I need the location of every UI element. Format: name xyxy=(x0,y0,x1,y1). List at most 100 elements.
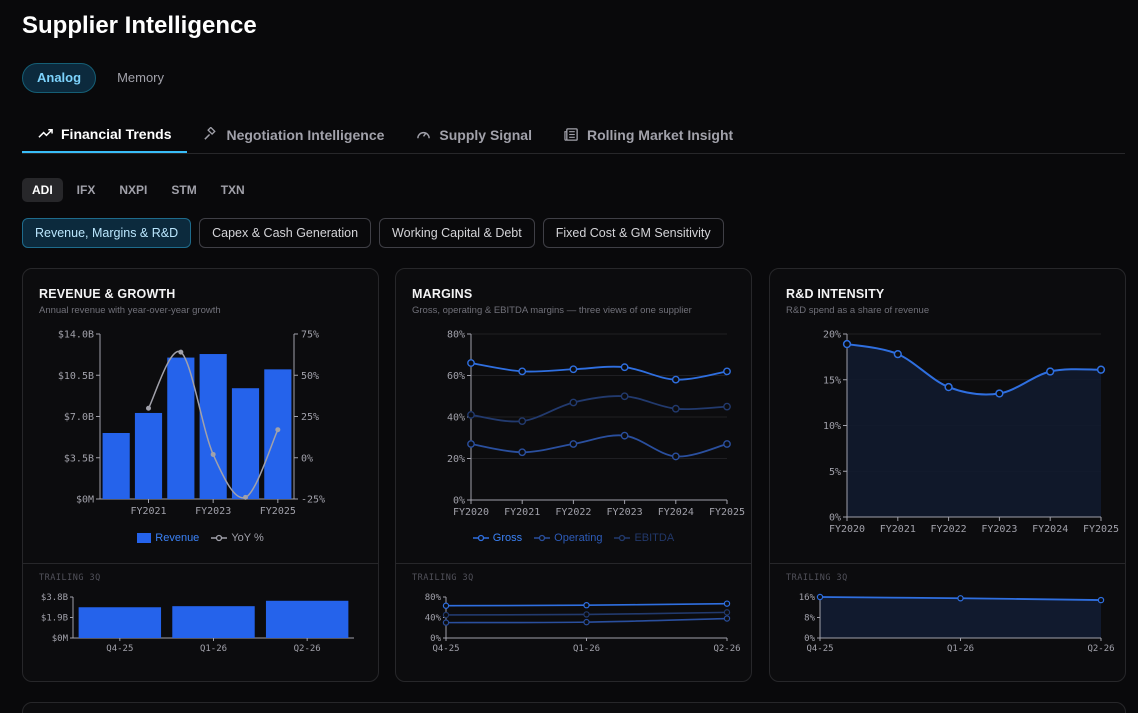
trailing-margins-chart: 80% 40% 0%Q4-25 Q1-26 Q2-26 xyxy=(425,593,741,654)
y-tick-label: $10.5B xyxy=(58,371,94,382)
ticker-adi[interactable]: ADI xyxy=(22,178,63,202)
revenue-bar xyxy=(102,433,130,499)
yoy-point xyxy=(243,494,248,500)
card-title: MARGINS xyxy=(412,287,473,301)
x-tick-label: FY2023 xyxy=(607,507,643,518)
legend-item-operating[interactable]: Operating xyxy=(534,532,602,544)
mode-analog[interactable]: Analog xyxy=(22,63,97,93)
y2-tick-label: 25% xyxy=(301,412,319,423)
revenue-bar xyxy=(264,369,292,499)
margins-chart: 80% 60% 40% 20% 0%FY2020 FY2021 FY2022 FY2023 FY… xyxy=(447,330,745,519)
ticker-nxpi[interactable]: NXPI xyxy=(119,183,148,197)
legend-item-revenue[interactable]: Revenue xyxy=(137,532,199,544)
x-tick-label: Q1-26 xyxy=(200,644,227,654)
y-tick-label: 40% xyxy=(425,614,442,624)
y-tick-label: 0% xyxy=(829,513,841,524)
ticker-selector: ADI IFX NXPI STM TXN xyxy=(22,178,255,202)
x-tick-label: Q2-26 xyxy=(713,644,740,654)
rd-point xyxy=(944,382,953,392)
tab-negotiation-intelligence[interactable]: Negotiation Intelligence xyxy=(187,116,400,153)
view-revenue-margins-rd[interactable]: Revenue, Margins & R&D xyxy=(22,218,192,248)
trailing-gross-point xyxy=(583,602,590,609)
operating-point xyxy=(723,440,731,448)
main-tabs: Financial Trends Negotiation Intelligenc… xyxy=(22,116,1125,154)
trailing-ebitda-point xyxy=(723,609,731,616)
x-tick-label: FY2023 xyxy=(981,524,1017,535)
x-tick-label: FY2021 xyxy=(880,524,916,535)
card-divider xyxy=(770,563,1125,564)
gauge-icon xyxy=(417,132,431,139)
mode-memory[interactable]: Memory xyxy=(117,70,165,85)
trailing-rd-area xyxy=(820,597,1101,638)
x-tick-label: FY2025 xyxy=(1083,524,1119,535)
x-tick-label: Q4-25 xyxy=(106,644,133,654)
operating-line xyxy=(470,434,728,458)
newspaper-icon xyxy=(564,128,578,141)
legend-label: Revenue xyxy=(155,532,200,544)
gross-point xyxy=(518,367,527,376)
operating-point xyxy=(620,431,629,440)
ticker-ifx[interactable]: IFX xyxy=(76,183,96,197)
y-tick-label: $3.5B xyxy=(64,453,94,464)
legend-item-gross[interactable]: Gross xyxy=(472,532,523,544)
legend-line-marker xyxy=(534,534,551,542)
revenue-bar xyxy=(167,357,195,499)
rd-intensity-card: R&D INTENSITY R&D spend as a share of re… xyxy=(769,268,1126,682)
gross-point xyxy=(620,363,629,372)
legend-item-ebitda[interactable]: EBITDA xyxy=(614,532,674,544)
revenue-growth-chart: $14.0B $10.5B $7.0B $3.5B $0M 75% 50% 25% 0% -25%… xyxy=(58,330,325,518)
trailing-revenue-bar xyxy=(265,600,349,638)
y-tick-label: 8% xyxy=(804,614,815,624)
trailing-revenue-bar xyxy=(172,606,255,638)
y-tick-label: 80% xyxy=(447,330,465,341)
y-tick-label: 16% xyxy=(799,593,816,603)
view-working-capital-debt[interactable]: Working Capital & Debt xyxy=(379,218,535,248)
y-tick-label: 80% xyxy=(425,593,442,603)
x-tick-label: Q4-25 xyxy=(806,644,833,654)
ebitda-line xyxy=(470,395,728,423)
x-tick-label: FY2022 xyxy=(931,524,967,535)
ebitda-point xyxy=(671,404,680,413)
trailing-rd-point xyxy=(1097,596,1105,604)
gross-point xyxy=(467,359,475,367)
trailing-ebitda-point xyxy=(583,611,590,618)
y2-tick-label: 75% xyxy=(301,330,319,341)
y-tick-label: 20% xyxy=(823,330,841,341)
tab-label: Financial Trends xyxy=(61,125,172,142)
trailing-operating-point xyxy=(442,619,450,626)
trailing-rd-chart: 16% 8% 0%Q4-25 Q1-26 Q2-26 xyxy=(799,593,1115,654)
y-tick-label: 40% xyxy=(447,413,465,424)
legend-label: EBITDA xyxy=(634,532,675,544)
operating-point xyxy=(467,440,475,448)
view-fixed-cost-gm[interactable]: Fixed Cost & GM Sensitivity xyxy=(542,218,724,248)
rd-intensity-chart: 20% 15% 10% 5% 0%FY2020 FY2021 FY2022 FY2023 FY2… xyxy=(823,330,1119,536)
operating-point xyxy=(569,440,578,448)
legend-label: Gross xyxy=(492,532,523,544)
operating-point xyxy=(671,452,680,461)
legend-swatch xyxy=(137,533,152,543)
tab-supply-signal[interactable]: Supply Signal xyxy=(400,116,548,153)
tab-label: Supply Signal xyxy=(439,126,532,143)
ticker-stm[interactable]: STM xyxy=(171,183,197,197)
x-tick-label: Q2-26 xyxy=(294,644,321,654)
trailing-gross-point xyxy=(442,602,450,609)
ticker-txn[interactable]: TXN xyxy=(220,183,245,197)
yoy-point xyxy=(210,451,216,457)
y-tick-label: $14.0B xyxy=(58,330,94,341)
yoy-line xyxy=(147,350,279,499)
trailing-gross-point xyxy=(723,600,731,607)
y2-tick-label: -25% xyxy=(301,495,325,506)
y-tick-label: 5% xyxy=(829,467,841,478)
ebitda-point xyxy=(467,411,475,419)
gross-line xyxy=(470,362,728,381)
trailing-label: TRAILING 3Q xyxy=(39,573,101,583)
y-tick-label: 0% xyxy=(453,496,465,507)
chart-legend: Gross Operating EBITDA xyxy=(396,532,751,544)
tab-financial-trends[interactable]: Financial Trends xyxy=(22,116,188,153)
x-tick-label: FY2024 xyxy=(658,507,694,518)
trailing-label: TRAILING 3Q xyxy=(412,573,474,583)
view-capex-cash[interactable]: Capex & Cash Generation xyxy=(199,218,372,248)
x-tick-label: FY2020 xyxy=(829,524,865,535)
tab-rolling-market-insight[interactable]: Rolling Market Insight xyxy=(548,116,749,153)
legend-item-yoy[interactable]: YoY % xyxy=(211,532,264,544)
